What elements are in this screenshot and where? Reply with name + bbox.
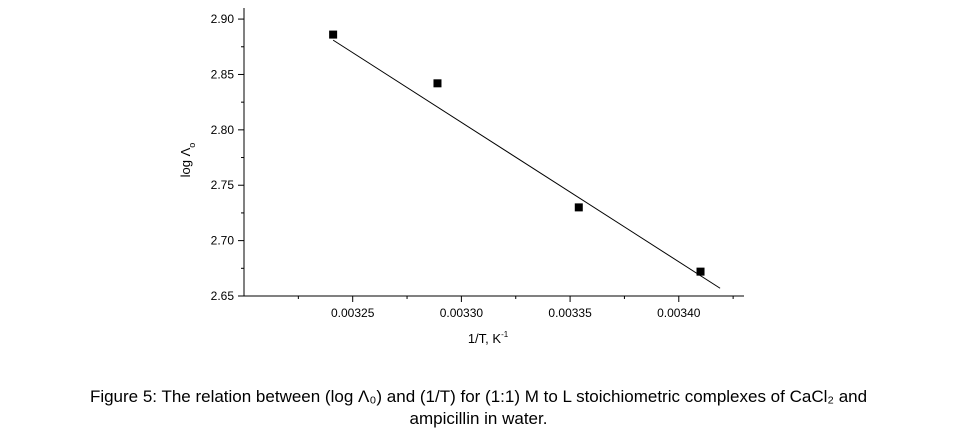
fit-line-group [332, 39, 721, 289]
data-point [433, 79, 442, 88]
x-tick-label: 0.00335 [548, 306, 592, 320]
figure-caption: Figure 5: The relation between (log Λ₀) … [0, 386, 957, 430]
x-tick-label: 0.00325 [331, 306, 375, 320]
y-axis-title-subscript: o [187, 143, 197, 148]
y-tick-label: 2.90 [211, 12, 235, 26]
y-axis-title: log Λo [178, 143, 197, 178]
data-point [696, 267, 705, 276]
y-tick-label: 2.75 [211, 178, 235, 192]
data-points [329, 30, 705, 276]
y-tick-label: 2.85 [211, 67, 235, 81]
y-ticks: 2.65 2.70 2.75 2.80 2.85 2.90 [211, 12, 244, 303]
x-axis-title: 1/T, K-1 [468, 330, 509, 346]
x-tick-label: 0.00330 [440, 306, 484, 320]
x-ticks: 0.00325 0.00330 0.00335 0.00340 [297, 296, 734, 320]
x-axis-title-superscript: -1 [501, 330, 509, 339]
x-tick-label: 0.00340 [657, 306, 701, 320]
y-tick-label: 2.65 [211, 289, 235, 303]
fit-line [332, 39, 721, 289]
y-tick-label: 2.80 [211, 123, 235, 137]
data-point [329, 30, 338, 39]
caption-line-1: Figure 5: The relation between (log Λ₀) … [89, 387, 868, 406]
caption-line-2: ampicillin in water. [409, 409, 548, 428]
y-tick-label: 2.70 [211, 234, 235, 248]
data-point [574, 203, 583, 212]
axes [243, 8, 744, 297]
chart: 2.652.702.752.802.852.90 0.00325 0.00330 0… [178, 8, 744, 346]
